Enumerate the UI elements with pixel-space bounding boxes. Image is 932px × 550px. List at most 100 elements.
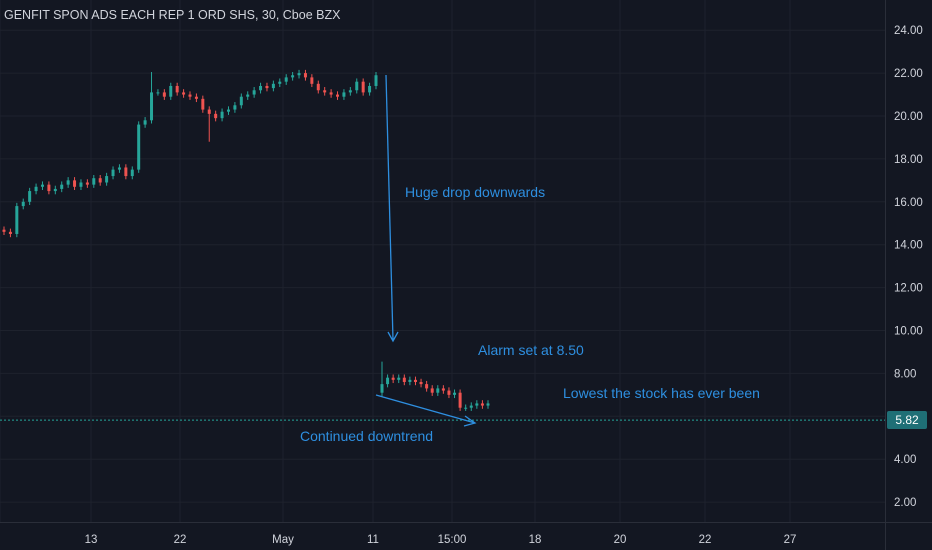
candle-body [323,90,327,93]
y-tick-label: 8.00 [894,368,916,380]
candle-body [252,90,256,95]
candle-body [368,85,372,93]
candle-body [111,169,115,177]
candle-body [150,92,154,121]
x-tick-label: 18 [529,534,542,546]
candle-body [271,83,275,89]
candle-body [105,176,109,183]
y-tick-label: 22.00 [894,68,923,80]
y-tick-label: 4.00 [894,454,916,466]
candle-body [60,184,64,189]
candle-body [374,75,378,86]
downtrend-arrow-line [375,394,476,424]
candle-body [143,120,147,125]
candle-body [239,96,243,106]
candle-body [34,186,38,192]
annotation-alarm: Alarm set at 8.50 [478,342,584,358]
candle-body [425,384,429,389]
candle-body [28,191,32,202]
candle-body [182,92,186,95]
candle-body [475,403,479,406]
candle-body [53,188,57,192]
symbol-title: GENFIT SPON ADS EACH REP 1 ORD SHS, 30, … [4,8,341,22]
drop-arrow-line [385,74,394,341]
candle-body [284,77,288,82]
candle-body [486,403,490,406]
candle-body [246,94,250,97]
candle-body [355,81,359,91]
candle-body [73,180,77,187]
candle-body [336,94,340,97]
candle-body [40,184,44,187]
y-tick-label: 20.00 [894,111,923,123]
candle-body [214,113,218,119]
y-tick-label: 2.00 [894,497,916,509]
candle-body [175,85,179,93]
x-tick-label: May [272,534,294,546]
candle-body [85,182,89,185]
y-tick-label: 12.00 [894,283,923,295]
x-tick-label: 15:00 [438,534,467,546]
candle-body [259,85,263,91]
candle-body [297,73,301,76]
candle-body [342,92,346,97]
candle-body [316,83,320,91]
x-tick-label: 27 [784,534,797,546]
candle-body [310,77,314,84]
candle-body [2,229,6,232]
candle-body [66,180,70,185]
candle-body [8,231,12,234]
candle-body [397,377,401,380]
candle-body [137,124,141,170]
candle-body [117,167,121,170]
candle-body [419,381,423,385]
y-tick-label: 16.00 [894,197,923,209]
last-price-label: 5.82 [887,411,927,429]
candle-body [480,403,484,406]
candle-body [413,379,417,382]
candle-body [226,109,230,112]
x-tick-label: 20 [614,534,627,546]
candle-body [464,407,468,409]
x-tick-label: 22 [699,534,712,546]
candle-body [329,92,333,95]
candle-body [278,81,282,84]
candle-body [469,405,473,408]
candle-body [207,109,211,114]
candle-body [15,206,19,234]
y-tick-label: 24.00 [894,25,923,37]
candle-body [233,105,237,110]
candle-body [408,379,412,382]
x-tick-label: 13 [85,534,98,546]
annotation-huge-drop: Huge drop downwards [405,184,546,200]
candle-body [162,92,166,97]
candle-body [47,184,51,192]
candle-body [156,92,160,94]
candle-body [92,178,96,185]
candle-body [169,85,173,97]
candle-body [386,377,390,385]
candle-body [380,384,384,393]
candle-body [402,377,406,382]
downtrend-arrow-head [463,415,477,427]
annotation-continued: Continued downtrend [300,428,434,444]
annotation-lowest: Lowest the stock has ever been [563,385,760,401]
candle-body [430,388,434,393]
candle-body [458,392,462,408]
candle-body [447,390,451,395]
candle-body [436,388,440,393]
candle-body [453,392,457,395]
candle-body [194,96,198,99]
candle-body [21,201,25,207]
drop-arrow-head [387,331,399,343]
y-tick-label: 18.00 [894,154,923,166]
candle-body [361,81,365,93]
candle-body [130,169,134,177]
x-tick-label: 22 [174,534,187,546]
candle-body [303,73,307,78]
candle-body [265,85,269,89]
candle-body [201,98,205,110]
candle-body [79,182,83,187]
